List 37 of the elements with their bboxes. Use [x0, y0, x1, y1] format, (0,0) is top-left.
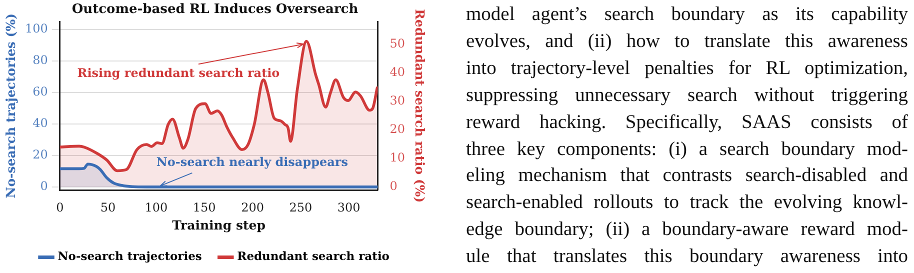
text: ule that translates this boundary awareness into	[466, 245, 908, 270]
y2-tick-label: 20	[390, 122, 406, 136]
annotation: Rising redundant search ratio	[77, 66, 280, 80]
text: edge boundary; (ii) a boundary-aware reward mod-	[466, 218, 908, 242]
text: into trajectory-level penalties for RL optimization,	[466, 56, 908, 81]
y2-tick-label: 10	[390, 150, 406, 165]
x-axis-title: Training step	[172, 217, 266, 232]
y-tick-label: 40	[32, 116, 48, 130]
x-tick-label: 50	[100, 200, 116, 214]
text: reward hacking. Specifically, SAAS consists of	[466, 110, 908, 135]
x-tick-label: 250	[289, 200, 312, 214]
x-tick-label: 150	[192, 200, 216, 214]
y-tick-label: 80	[32, 53, 48, 68]
y-tick-label: 60	[32, 84, 48, 99]
legend-label: No-search trajectories	[58, 249, 202, 264]
text: three key components: (i) a search boundary mod-	[466, 138, 908, 162]
y2-tick-label: 50	[390, 36, 406, 51]
text: model agent’s search boundary as its capability	[466, 3, 908, 27]
y-tick-label: 0	[40, 179, 48, 194]
text: suppressing unnecessary search without triggering	[466, 84, 908, 108]
y2-tick-label: 0	[390, 179, 398, 194]
y2-tick-label: 40	[390, 65, 406, 80]
y-tick-label: 20	[32, 148, 48, 162]
text: search-enabled rollouts to track the evolving knowl-	[466, 191, 908, 216]
y-tick-label: 100	[25, 22, 48, 36]
y2-axis-title: Redundant search ratio (%)	[412, 9, 428, 203]
x-tick-label: 0	[56, 200, 64, 214]
y2-tick-label: 30	[390, 94, 406, 108]
x-tick-label: 300	[337, 200, 360, 214]
y-axis-title: No-search trajectories (%)	[2, 13, 18, 198]
chart-title: Outcome-based RL Induces Oversearch	[72, 2, 359, 18]
x-tick-label: 200	[241, 200, 264, 214]
text: evolves, and (ii) how to translate this awareness	[466, 30, 908, 54]
x-tick-label: 100	[144, 200, 168, 214]
legend-label: Redundant search ratio	[237, 249, 390, 264]
annotation: No-search nearly disappears	[156, 155, 348, 170]
text: eling mechanism that contrasts search-disabled and	[466, 164, 908, 188]
